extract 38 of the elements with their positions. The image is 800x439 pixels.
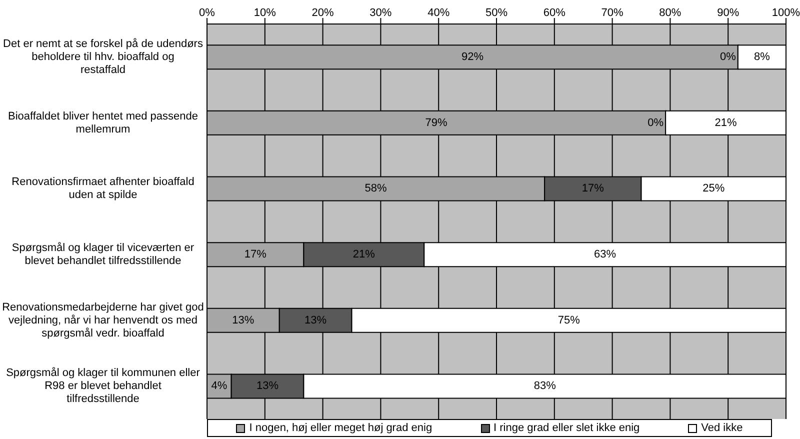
data-label: 0% (648, 116, 664, 129)
data-label: 92% (461, 51, 484, 64)
x-tick-label: 10% (254, 7, 276, 19)
x-tick-label: 30% (370, 7, 392, 19)
x-tick-label: 90% (717, 7, 740, 19)
data-label: 75% (558, 314, 580, 326)
data-label: 13% (232, 314, 254, 326)
y-tick-label: Spørgsmål og klager til viceværten er blevet behandlet tilfredsstillende (12, 242, 194, 267)
legend-label: Ved ikke (700, 422, 743, 434)
x-tick-label: 60% (543, 7, 566, 19)
data-label: 17% (582, 182, 604, 195)
x-tick-label: 0% (199, 7, 216, 19)
data-label: 21% (352, 248, 376, 261)
data-label: 79% (425, 116, 448, 129)
legend-label: I nogen, høj eller meget høj grad enig (248, 422, 432, 434)
x-tick-label: 70% (601, 7, 624, 19)
data-label: 58% (364, 182, 387, 195)
data-label: 17% (244, 248, 267, 261)
y-tick-label: Renovationsmedarbejderne har givet god vejledning, når vi har henvendt os med spørgsmål vedr. bioaffald (2, 301, 204, 340)
x-tick-label: 100% (772, 7, 800, 19)
data-label: 8% (754, 51, 770, 64)
x-tick-label: 40% (428, 7, 450, 19)
data-label: 0% (720, 51, 736, 64)
data-label: 25% (702, 182, 725, 195)
data-label: 13% (256, 380, 279, 392)
y-tick-label: Renovationsfirmaet afhenter bioaffald uden at spilde (12, 176, 194, 202)
x-tick-label: 80% (659, 7, 682, 19)
data-label: 63% (594, 248, 616, 261)
y-tick-label: Spørgsmål og klager til kommunen eller R98 er blevet behandlet tilfredsstillende (6, 367, 200, 406)
data-label: 13% (304, 314, 327, 326)
data-label: 21% (714, 116, 738, 129)
x-tick-label: 20% (312, 7, 334, 19)
data-label: 83% (534, 380, 556, 392)
legend-label: I ringe grad eller slet ikke enig (492, 422, 640, 434)
y-tick-label: Bioaffaldet bliver hentet med passende mellemrum (8, 110, 198, 136)
x-tick-label: 50% (485, 7, 508, 19)
y-tick-label: Det er nemt at se forskel på de udendørs beholdere til hhv. bioaffald og restaffald (3, 38, 204, 76)
data-label: 4% (211, 380, 228, 392)
